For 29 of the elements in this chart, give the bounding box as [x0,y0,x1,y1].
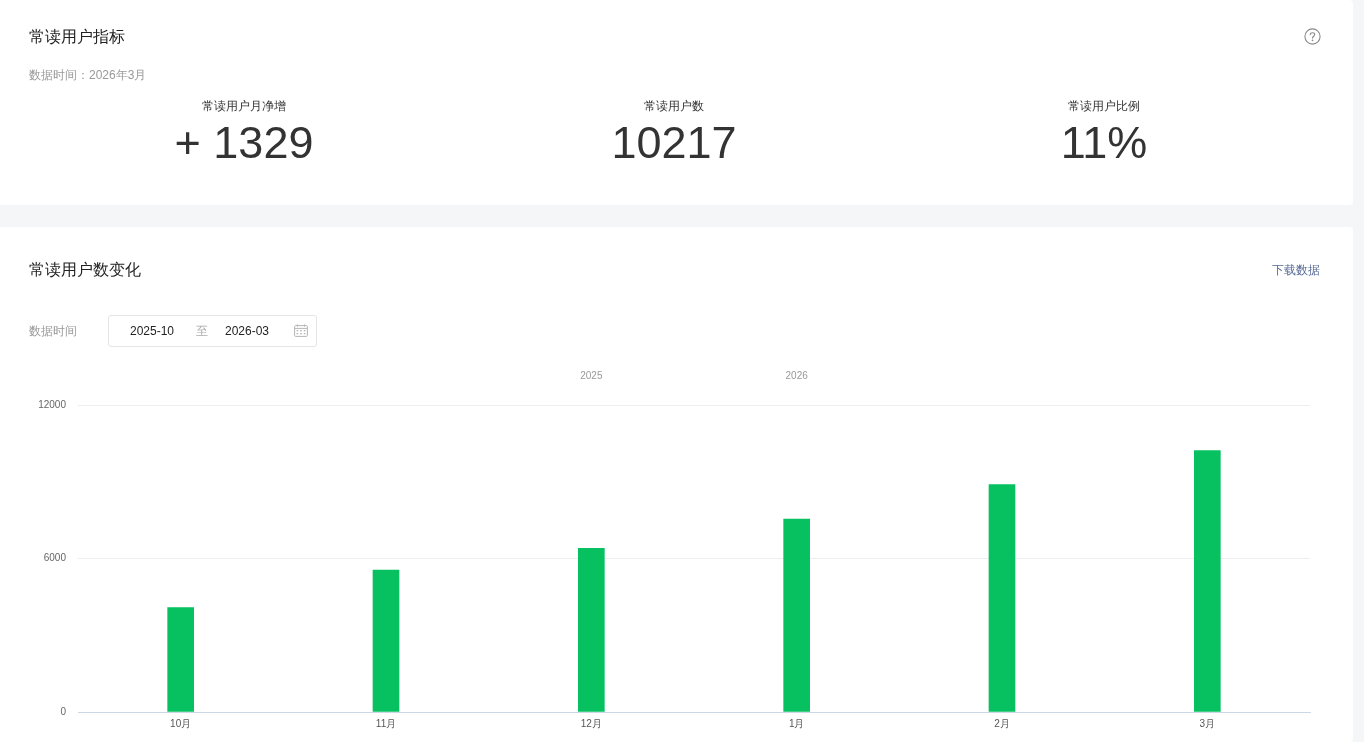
x-tick-label: 1月 [788,717,805,729]
text: 2025 [580,369,603,381]
text: 下载数据 [1272,262,1320,278]
bar [1194,450,1221,712]
bar [372,569,400,712]
text: 常读用户数 [643,98,705,114]
y-tick-label: 0 [60,705,67,717]
text: 11% [1059,117,1149,168]
bar [783,518,810,712]
x-tick-label: 3月 [1199,717,1216,729]
x-tick-label: 2月 [994,717,1010,729]
x-tick-label: 12月 [580,717,602,729]
date-range-field: 2025-10 至 2026-03 [108,315,317,347]
x-tick-label: 11月 [375,717,397,729]
y-tick-label: 6000 [43,552,67,564]
x-tick-label: 10月 [170,717,192,729]
bar [988,484,1016,712]
y-tick-label: 12000 [38,398,67,410]
text: 数据时间 [29,323,77,339]
text: 数据时间：2026年3月 [29,67,147,83]
bar [578,547,605,712]
text: 2026 [785,369,809,381]
text: 10217 [610,117,738,168]
text: 常读用户月净增 [201,98,287,114]
text: 常读用户比例 [1067,98,1141,114]
text: + 1329 [173,117,315,168]
bar [167,607,194,712]
text: 常读用户指标 [29,27,125,47]
chart-title: 常读用户数变化 [29,260,141,280]
